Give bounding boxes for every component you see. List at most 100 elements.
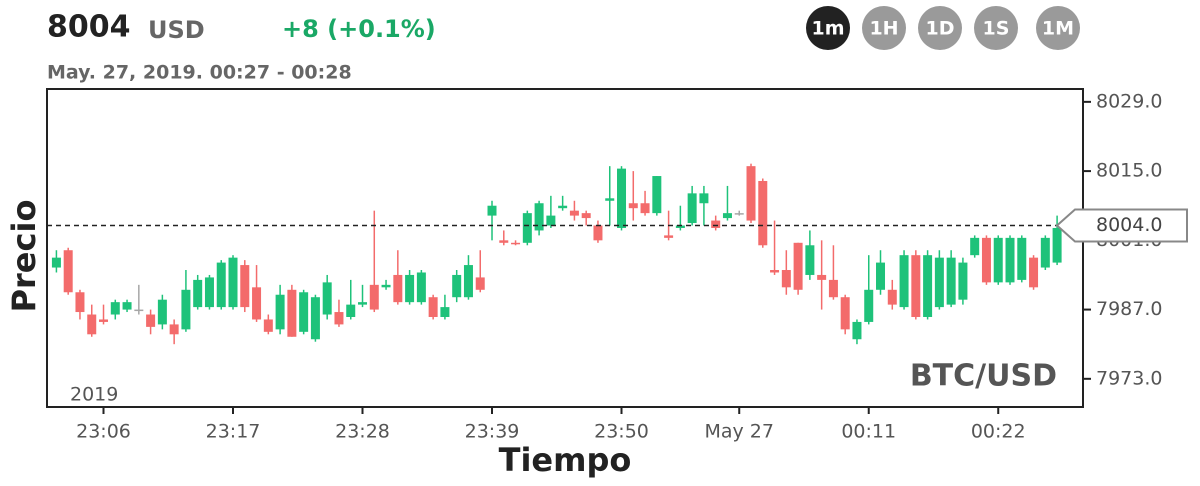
candle-body [687, 193, 697, 224]
candle-body [110, 302, 120, 315]
candle-body [1052, 227, 1062, 263]
candle-body [358, 302, 368, 305]
candle-body [758, 180, 768, 246]
candle-body [405, 274, 415, 303]
time-range: May. 27, 2019. 00:27 - 00:28 [47, 62, 352, 84]
x-tick-label: 23:17 [206, 421, 261, 443]
candle-body [1029, 257, 1039, 288]
candle-body [310, 297, 320, 340]
candle-body [546, 215, 556, 226]
candle-body [946, 257, 956, 305]
candle-body [475, 277, 485, 290]
candle-body [193, 279, 203, 308]
candle-body [63, 250, 73, 293]
x-axis-title: Tiempo [499, 441, 632, 479]
candle-body [275, 294, 285, 330]
candle-body [369, 284, 379, 310]
y-tick-label: 7973.0 [1096, 367, 1162, 389]
interval-button[interactable] [1036, 6, 1080, 50]
candle-body [522, 213, 532, 243]
candle-body [628, 203, 638, 209]
candle-body [923, 255, 933, 317]
candle-body [511, 242, 521, 245]
interval-label[interactable]: 1m [811, 18, 844, 40]
candle-body [970, 237, 980, 256]
x-tick-label: 00:22 [971, 421, 1026, 443]
candle-body [699, 193, 709, 204]
candle-body [440, 307, 450, 317]
candle-body [463, 265, 473, 298]
candle-body [122, 302, 132, 310]
interval-buttons: 1m 1H 1D 1S 1M [806, 6, 1080, 50]
candle-body [452, 274, 462, 298]
candle-body [581, 213, 591, 219]
candle-body [87, 314, 97, 335]
candle-body [617, 168, 627, 228]
candle-body [781, 270, 791, 288]
candle-body [805, 245, 815, 275]
x-tick-label: 23:28 [335, 421, 390, 443]
candle-body [958, 262, 968, 300]
candle-body [722, 213, 732, 219]
interval-label[interactable]: 1M [1042, 18, 1074, 40]
candle-body [75, 292, 85, 313]
interval-button[interactable] [974, 6, 1018, 50]
y-tick-label: 7987.0 [1096, 298, 1162, 320]
candle-body [770, 270, 780, 273]
x-tick-label: May 27 [704, 421, 774, 443]
candle-body [334, 312, 344, 325]
candle-body [605, 198, 615, 201]
candle-body [675, 225, 685, 228]
candle-body [216, 262, 226, 308]
candle-body [322, 282, 332, 315]
price: 8004 [47, 10, 131, 45]
candle-body [299, 292, 309, 332]
candle-body [911, 255, 921, 317]
candle-body [793, 242, 803, 290]
x-tick-label: 00:11 [841, 421, 896, 443]
candle-body [51, 257, 61, 268]
candle-body [487, 205, 497, 216]
candle-body [734, 213, 744, 215]
interval-button[interactable] [918, 6, 962, 50]
candle-body [228, 257, 238, 308]
candle-body [746, 166, 756, 221]
interval-label[interactable]: 1S [983, 18, 1010, 40]
candle-body [1005, 237, 1015, 283]
candle-body [711, 220, 721, 228]
candle-body [899, 255, 909, 308]
candle-body [204, 277, 214, 308]
candle-body [993, 237, 1003, 283]
y-tick-label: 8029.0 [1096, 90, 1162, 112]
candle-body [817, 274, 827, 280]
price-change: +8 (+0.1%) [282, 15, 436, 43]
x-tick-label: 23:06 [76, 421, 131, 443]
currency: USD [148, 16, 205, 44]
candle-body [652, 176, 662, 214]
last-price-tag [1055, 208, 1188, 243]
candle-body [1040, 237, 1050, 268]
interval-button[interactable] [806, 6, 850, 50]
candle-body [640, 203, 650, 214]
year-label: 2019 [70, 384, 118, 406]
candle-body [393, 274, 403, 303]
candle-body [664, 235, 674, 238]
candle-body [157, 299, 167, 325]
candle-body [981, 237, 991, 283]
candle-body [169, 324, 179, 335]
candle-body [134, 309, 144, 312]
candle-body [887, 289, 897, 305]
candle-body [852, 321, 862, 340]
candle-body [876, 262, 886, 290]
candle-body [428, 297, 438, 317]
interval-button[interactable] [862, 6, 906, 50]
candle-body [240, 265, 250, 308]
candle-body [346, 304, 356, 317]
candle-body [534, 203, 544, 231]
interval-label[interactable]: 1H [869, 18, 898, 40]
candle-body [287, 289, 297, 337]
candle-body [263, 319, 273, 332]
interval-label[interactable]: 1D [926, 18, 955, 40]
last-price-label: 8004.0 [1096, 214, 1162, 236]
